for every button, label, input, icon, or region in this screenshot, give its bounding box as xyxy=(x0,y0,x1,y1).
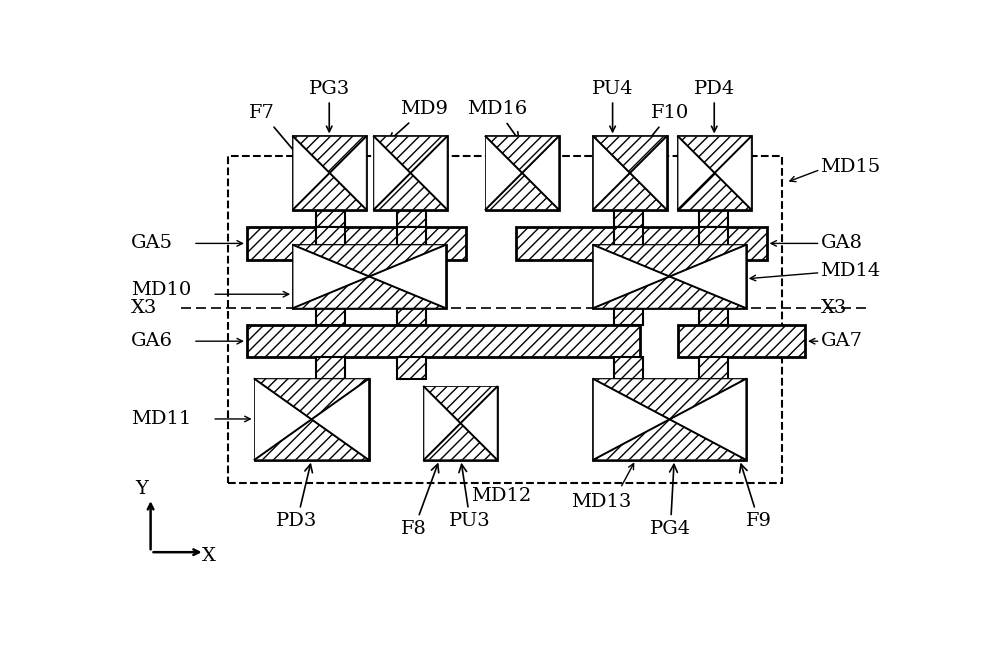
Polygon shape xyxy=(374,173,447,210)
Polygon shape xyxy=(715,136,751,210)
Text: PD4: PD4 xyxy=(694,80,735,98)
Text: X3: X3 xyxy=(821,299,847,317)
Polygon shape xyxy=(374,136,410,210)
Polygon shape xyxy=(424,387,461,460)
Bar xyxy=(397,227,426,245)
Bar xyxy=(374,136,447,210)
Text: PU3: PU3 xyxy=(449,464,491,530)
Polygon shape xyxy=(293,245,446,277)
Polygon shape xyxy=(293,277,446,308)
Polygon shape xyxy=(293,173,366,210)
Bar xyxy=(678,325,805,357)
Bar xyxy=(699,227,728,245)
Bar xyxy=(228,156,782,483)
Bar xyxy=(593,136,667,210)
Polygon shape xyxy=(486,173,559,210)
Polygon shape xyxy=(424,424,497,460)
Bar xyxy=(316,210,345,227)
Polygon shape xyxy=(293,136,366,173)
Text: GA6: GA6 xyxy=(131,332,173,350)
Text: MD13: MD13 xyxy=(571,493,631,511)
Bar xyxy=(699,357,728,379)
Bar xyxy=(316,227,345,245)
Polygon shape xyxy=(593,245,746,277)
Polygon shape xyxy=(593,379,746,420)
Polygon shape xyxy=(593,173,667,210)
Text: MD10: MD10 xyxy=(131,281,192,299)
Polygon shape xyxy=(255,379,312,460)
Polygon shape xyxy=(670,245,746,308)
Text: F7: F7 xyxy=(249,104,302,160)
Text: PU4: PU4 xyxy=(592,80,633,98)
Bar xyxy=(614,227,643,245)
Polygon shape xyxy=(593,136,630,210)
Bar xyxy=(255,379,369,460)
Bar xyxy=(516,227,767,260)
Bar xyxy=(593,379,746,460)
Text: PD3: PD3 xyxy=(276,464,318,530)
Polygon shape xyxy=(293,136,330,210)
Bar xyxy=(699,308,728,325)
Text: F8: F8 xyxy=(401,464,439,538)
Polygon shape xyxy=(486,136,522,210)
Polygon shape xyxy=(593,277,746,308)
Polygon shape xyxy=(410,136,447,210)
Bar xyxy=(397,308,426,325)
Bar xyxy=(614,210,643,227)
Bar xyxy=(293,136,366,210)
Polygon shape xyxy=(293,245,369,308)
Bar xyxy=(293,245,446,308)
Bar xyxy=(316,357,345,379)
Text: Y: Y xyxy=(135,480,148,498)
Text: MD9: MD9 xyxy=(389,100,448,141)
Bar xyxy=(593,245,746,308)
Polygon shape xyxy=(593,379,670,460)
Bar xyxy=(699,210,728,227)
Polygon shape xyxy=(330,136,366,210)
Polygon shape xyxy=(678,136,715,210)
Bar xyxy=(486,136,559,210)
Bar xyxy=(614,308,643,325)
Polygon shape xyxy=(678,136,751,173)
Text: PG3: PG3 xyxy=(309,80,350,98)
Polygon shape xyxy=(461,387,497,460)
Polygon shape xyxy=(369,245,446,308)
Polygon shape xyxy=(374,136,447,173)
Bar xyxy=(397,357,426,379)
Polygon shape xyxy=(255,379,369,420)
Text: MD14: MD14 xyxy=(821,262,881,280)
Bar xyxy=(247,325,640,357)
Bar xyxy=(397,210,426,227)
Text: X: X xyxy=(201,547,215,565)
Polygon shape xyxy=(312,379,369,460)
Bar xyxy=(316,308,345,325)
Bar xyxy=(614,357,643,379)
Polygon shape xyxy=(593,420,746,460)
Polygon shape xyxy=(678,173,751,210)
Text: MD12: MD12 xyxy=(471,487,531,505)
Text: MD15: MD15 xyxy=(821,158,881,176)
Polygon shape xyxy=(593,136,667,173)
Polygon shape xyxy=(486,136,559,173)
Text: GA5: GA5 xyxy=(131,234,173,253)
Polygon shape xyxy=(670,379,746,460)
Bar xyxy=(678,136,751,210)
Polygon shape xyxy=(593,245,670,308)
Polygon shape xyxy=(522,136,559,210)
Polygon shape xyxy=(630,136,667,210)
Text: F9: F9 xyxy=(740,464,772,530)
Text: MD16: MD16 xyxy=(467,100,527,140)
Polygon shape xyxy=(255,420,369,460)
Text: PG4: PG4 xyxy=(650,464,691,538)
Text: X3: X3 xyxy=(131,299,158,317)
Bar xyxy=(424,387,497,460)
Text: F10: F10 xyxy=(639,104,689,152)
Text: GA7: GA7 xyxy=(821,332,863,350)
Bar xyxy=(247,227,466,260)
Text: MD11: MD11 xyxy=(131,410,192,428)
Polygon shape xyxy=(424,387,497,424)
Text: GA8: GA8 xyxy=(821,234,863,253)
